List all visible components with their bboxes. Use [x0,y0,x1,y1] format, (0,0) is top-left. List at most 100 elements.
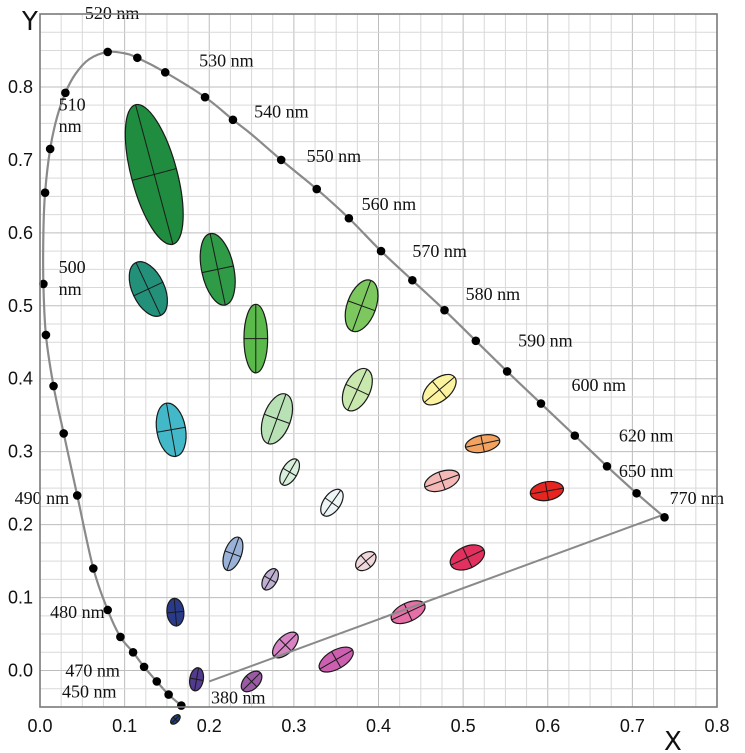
locus-point [632,488,641,498]
wavelength-label: 520 nm [85,3,140,23]
locus-point [536,399,546,408]
ellipse-minor-axis [264,575,277,584]
ellipse-minor-axis [172,716,179,723]
wavelength-label: 500 [59,257,86,277]
y-tick-label: 0.0 [8,661,33,681]
spectral-locus [39,47,669,710]
ellipse-minor-axis [132,168,177,181]
color-ellipse [240,670,263,693]
locus-point [61,88,70,98]
ellipse-minor-axis [360,554,372,568]
wavelength-label: nm [59,279,82,299]
locus-point [177,701,186,710]
wavelength-label: 380 nm [211,687,266,707]
locus-point [133,53,142,63]
color-ellipse [355,551,377,572]
color-ellipse [529,480,565,502]
ellipse-minor-axis [264,413,290,424]
locus-point [139,662,149,672]
wavelength-label: 550 nm [307,146,362,166]
ellipse-minor-axis [347,300,376,312]
ellipse-minor-axis [438,471,446,490]
locus-point [570,431,580,440]
color-ellipse [166,597,185,627]
locus-point [276,155,286,165]
wavelength-label: 570 nm [412,241,467,261]
wavelength-label: 580 nm [466,284,521,304]
plot-frame [39,13,718,708]
ellipse-minor-axis [156,426,186,433]
color-ellipse [188,667,205,692]
y-tick-labels: 0.0 0.1 0.2 0.3 0.4 0.5 0.6 0.7 0.8 [8,77,33,681]
y-axis-label: Y [21,7,38,37]
locus-point [41,330,51,340]
color-ellipse [318,646,354,673]
locus-point [164,690,173,699]
ellipse-minor-axis [431,380,447,399]
locus-point [39,279,48,289]
locus-point [40,188,50,198]
wavelength-label: 450 nm [62,682,117,702]
wavelength-label: 480 nm [50,602,105,622]
locus-point [72,491,82,500]
wavelength-label: 560 nm [362,194,417,214]
color-ellipse [341,367,373,412]
spectral-locus-curve [42,50,666,707]
line-of-purples [208,514,663,683]
ellipse-minor-axis [201,265,234,274]
x-tick-label: 0.6 [535,716,560,736]
locus-point [312,184,322,194]
locus-point [128,647,138,657]
ellipse-minor-axis [189,677,204,681]
y-tick-label: 0.5 [8,296,33,316]
ellipse-minor-axis [133,281,164,297]
ellipse-minor-axis [224,550,242,558]
ellipse-minor-axis [282,467,297,477]
y-tick-label: 0.1 [8,588,33,608]
locus-point [103,47,112,57]
locus-point [152,677,162,686]
ellipse-minor-axis [324,497,340,509]
wavelength-label: nm [59,116,82,136]
ellipse-minor-axis [245,675,258,688]
ellipse-minor-axis [462,547,473,568]
color-ellipse [279,458,301,486]
locus-point [116,632,125,642]
ellipse-minor-axis [166,610,184,614]
color-ellipse [260,393,294,445]
locus-point [103,605,112,615]
color-ellipse [128,261,169,317]
ellipse-minor-axis [544,481,550,501]
color-ellipse [320,488,344,517]
ellipse-minor-axis [279,638,292,652]
x-tick-label: 0.2 [197,716,222,736]
color-ellipse [124,103,184,246]
y-tick-label: 0.3 [8,442,33,462]
y-tick-label: 0.4 [8,369,33,389]
ellipse-minor-axis [331,651,342,668]
ellipse-minor-axis [345,383,370,396]
color-ellipse [155,402,187,458]
color-ellipse [222,536,244,572]
x-tick-label: 0.4 [366,716,391,736]
wavelength-label: 770 nm [670,488,725,508]
wavelength-label: 540 nm [254,102,309,122]
locus-point [45,144,55,154]
y-tick-label: 0.2 [8,515,33,535]
wavelength-label: 620 nm [619,425,674,445]
wavelength-label: 530 nm [199,51,254,71]
color-ellipse [422,373,457,406]
wavelength-label: 470 nm [65,660,120,680]
locus-point [160,68,170,77]
ellipse-minor-axis [480,435,485,453]
color-ellipse [261,568,280,591]
wavelength-label: 590 nm [518,331,573,351]
locus-point [660,513,669,522]
y-tick-label: 0.6 [8,223,33,243]
color-ellipse [170,714,181,725]
macadam-ellipses [124,103,565,725]
color-ellipse [449,544,486,571]
locus-point [228,115,238,125]
x-tick-label: 0.1 [112,716,137,736]
